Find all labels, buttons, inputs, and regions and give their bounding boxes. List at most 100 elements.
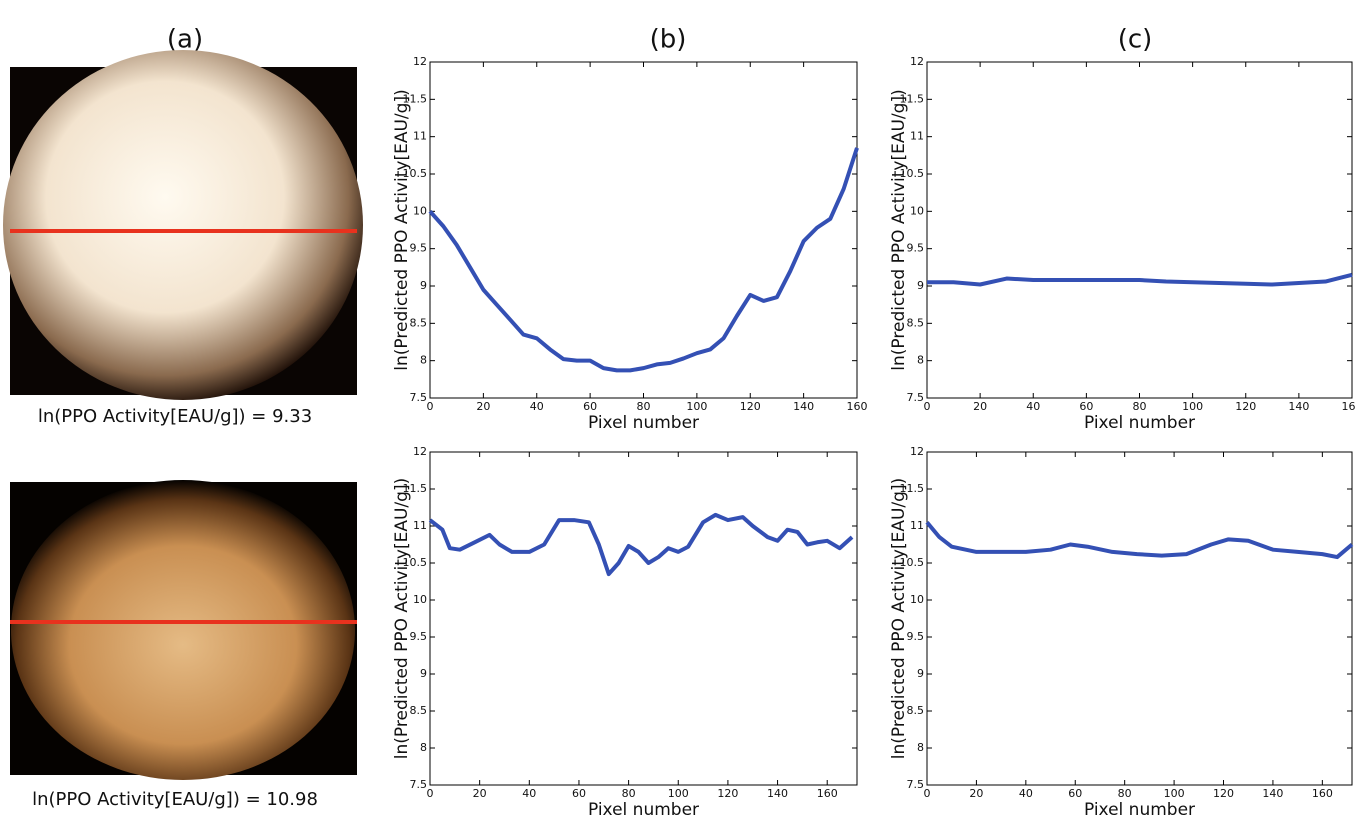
y-tick-label: 11 <box>413 519 427 532</box>
x-tick-label: 40 <box>530 400 544 413</box>
x-tick-label: 120 <box>1235 400 1256 413</box>
x-tick-label: 80 <box>1133 400 1147 413</box>
x-tick-label: 0 <box>427 787 434 800</box>
sample <box>11 480 355 780</box>
y-axis-label: ln(Predicted PPO Activity[EAU/g]) <box>392 478 412 759</box>
y-tick-label: 11.5 <box>403 482 428 495</box>
x-axis-label: Pixel number <box>588 413 699 433</box>
x-tick-label: 60 <box>583 400 597 413</box>
caption: ln(PPO Activity[EAU/g]) = 10.98 <box>32 789 318 810</box>
y-tick-label: 8.5 <box>907 704 925 717</box>
panel-label: (a) <box>167 25 203 55</box>
x-tick-label: 40 <box>522 787 536 800</box>
x-tick-label: 40 <box>1026 400 1040 413</box>
y-tick-label: 11.5 <box>900 482 925 495</box>
x-tick-label: 60 <box>1068 787 1082 800</box>
y-tick-label: 12 <box>910 445 924 458</box>
x-tick-label: 140 <box>1262 787 1283 800</box>
y-tick-label: 9 <box>917 667 924 680</box>
y-tick-label: 7.5 <box>410 778 428 791</box>
y-tick-label: 8 <box>917 354 924 367</box>
y-tick-label: 11 <box>413 130 427 143</box>
y-tick-label: 10.5 <box>403 556 428 569</box>
x-tick-label: 140 <box>767 787 788 800</box>
data-line <box>428 512 854 577</box>
caption: ln(PPO Activity[EAU/g]) = 9.33 <box>38 406 312 427</box>
y-tick-label: 10 <box>413 204 427 217</box>
y-tick-label: 11.5 <box>900 92 925 105</box>
x-tick-label: 0 <box>924 400 931 413</box>
data-line <box>428 147 859 373</box>
panel-label: (b) <box>650 25 687 55</box>
y-tick-label: 12 <box>910 55 924 68</box>
x-tick-label: 20 <box>473 787 487 800</box>
data-line <box>927 272 1353 287</box>
x-tick-label: 100 <box>668 787 689 800</box>
x-axis-label: Pixel number <box>588 800 699 820</box>
plot-area <box>926 61 1353 399</box>
x-tick-label: 100 <box>1164 787 1185 800</box>
y-tick-label: 9 <box>917 279 924 292</box>
y-tick-label: 8.5 <box>907 316 925 329</box>
y-tick-label: 10 <box>910 593 924 606</box>
y-tick-label: 10 <box>910 204 924 217</box>
y-tick-label: 12 <box>413 445 427 458</box>
y-tick-label: 12 <box>413 55 427 68</box>
x-axis-label: Pixel number <box>1084 800 1195 820</box>
y-tick-label: 9.5 <box>410 630 428 643</box>
x-tick-label: 20 <box>476 400 490 413</box>
x-tick-label: 0 <box>924 787 931 800</box>
y-tick-label: 10.5 <box>900 556 925 569</box>
x-tick-label: 20 <box>973 400 987 413</box>
y-tick-label: 8 <box>420 354 427 367</box>
x-tick-label: 80 <box>622 787 636 800</box>
y-axis-label: ln(Predicted PPO Activity[EAU/g]) <box>889 478 909 759</box>
x-tick-label: 40 <box>1019 787 1033 800</box>
x-tick-label: 20 <box>969 787 983 800</box>
y-tick-label: 9 <box>420 279 427 292</box>
y-tick-label: 9 <box>420 667 427 680</box>
x-tick-label: 80 <box>1118 787 1132 800</box>
x-tick-label: 60 <box>1079 400 1093 413</box>
y-tick-label: 11 <box>910 519 924 532</box>
x-tick-label: 60 <box>572 787 586 800</box>
y-tick-label: 8 <box>917 741 924 754</box>
y-axis-label: ln(Predicted PPO Activity[EAU/g]) <box>889 89 909 370</box>
x-tick-label: 80 <box>637 400 651 413</box>
x-tick-label: 160 <box>817 787 838 800</box>
panel-label: (c) <box>1118 25 1153 55</box>
x-axis-label: Pixel number <box>1084 413 1195 433</box>
y-tick-label: 11 <box>910 130 924 143</box>
x-tick-label: 140 <box>793 400 814 413</box>
plot-area <box>429 61 858 399</box>
y-tick-label: 9.5 <box>410 242 428 255</box>
y-tick-label: 9.5 <box>907 242 925 255</box>
y-tick-label: 7.5 <box>907 778 925 791</box>
y-axis-label: ln(Predicted PPO Activity[EAU/g]) <box>392 89 412 370</box>
x-tick-label: 120 <box>717 787 738 800</box>
y-tick-label: 11.5 <box>403 92 428 105</box>
y-tick-label: 8.5 <box>410 316 428 329</box>
x-tick-label: 160 <box>847 400 868 413</box>
y-tick-label: 10 <box>413 593 427 606</box>
data-line <box>925 521 1354 560</box>
x-tick-label: 160 <box>1342 400 1355 413</box>
y-tick-label: 10.5 <box>403 167 428 180</box>
x-tick-label: 120 <box>1213 787 1234 800</box>
sample <box>3 50 363 400</box>
y-tick-label: 7.5 <box>907 391 925 404</box>
x-tick-label: 0 <box>427 400 434 413</box>
plot-area <box>926 451 1353 786</box>
x-tick-label: 160 <box>1312 787 1333 800</box>
y-tick-label: 7.5 <box>410 391 428 404</box>
y-tick-label: 9.5 <box>907 630 925 643</box>
x-tick-label: 120 <box>740 400 761 413</box>
y-tick-label: 8.5 <box>410 704 428 717</box>
plot-area <box>429 451 858 786</box>
y-tick-label: 10.5 <box>900 167 925 180</box>
x-tick-label: 140 <box>1288 400 1309 413</box>
y-tick-label: 8 <box>420 741 427 754</box>
x-tick-label: 100 <box>1182 400 1203 413</box>
x-tick-label: 100 <box>686 400 707 413</box>
